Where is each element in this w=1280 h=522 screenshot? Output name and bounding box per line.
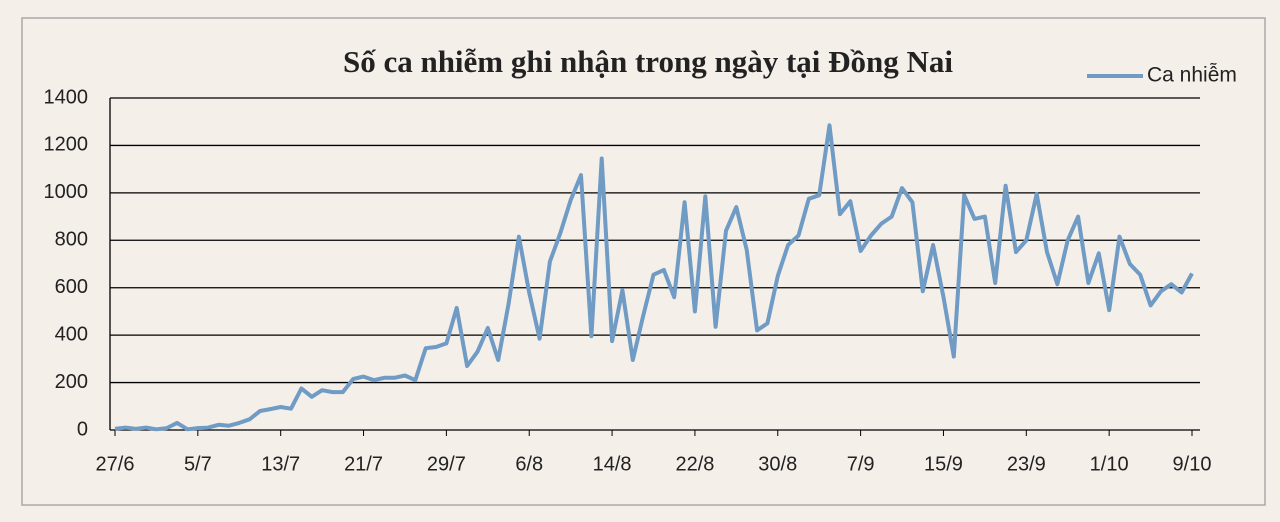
- y-tick-label: 1000: [44, 181, 89, 203]
- data-line: [114, 123, 1194, 432]
- x-tick-label: 30/8: [758, 453, 797, 475]
- x-tick-label: 14/8: [593, 453, 632, 475]
- y-tick-label: 600: [55, 276, 88, 298]
- frame: [21, 17, 1266, 506]
- chart-title: Số ca nhiễm ghi nhận trong ngày tại Đồng…: [343, 44, 953, 79]
- x-tick-label: 13/7: [261, 453, 300, 475]
- x-tick-label: 5/7: [184, 453, 212, 475]
- x-tick-label: 9/10: [1173, 453, 1212, 475]
- y-tick-label: 800: [55, 229, 88, 251]
- x-tick-label: 1/10: [1090, 453, 1129, 475]
- x-tick-label: 6/8: [515, 453, 543, 475]
- y-tick-label: 1200: [44, 134, 89, 156]
- y-tick-label: 1400: [44, 86, 89, 108]
- x-tick-label: 15/9: [924, 453, 963, 475]
- y-tick-label: 200: [55, 371, 88, 393]
- x-tick-label: 21/7: [344, 453, 383, 475]
- x-tick-label: 7/9: [847, 453, 875, 475]
- x-tick-label: 23/9: [1007, 453, 1046, 475]
- y-tick-label: 400: [55, 323, 88, 345]
- x-tick-label: 29/7: [427, 453, 466, 475]
- x-tick-label: 27/6: [96, 453, 135, 475]
- y-tick-label: 0: [77, 418, 88, 440]
- x-tick-label: 22/8: [675, 453, 714, 475]
- legend-label: Ca nhiễm: [1147, 64, 1237, 87]
